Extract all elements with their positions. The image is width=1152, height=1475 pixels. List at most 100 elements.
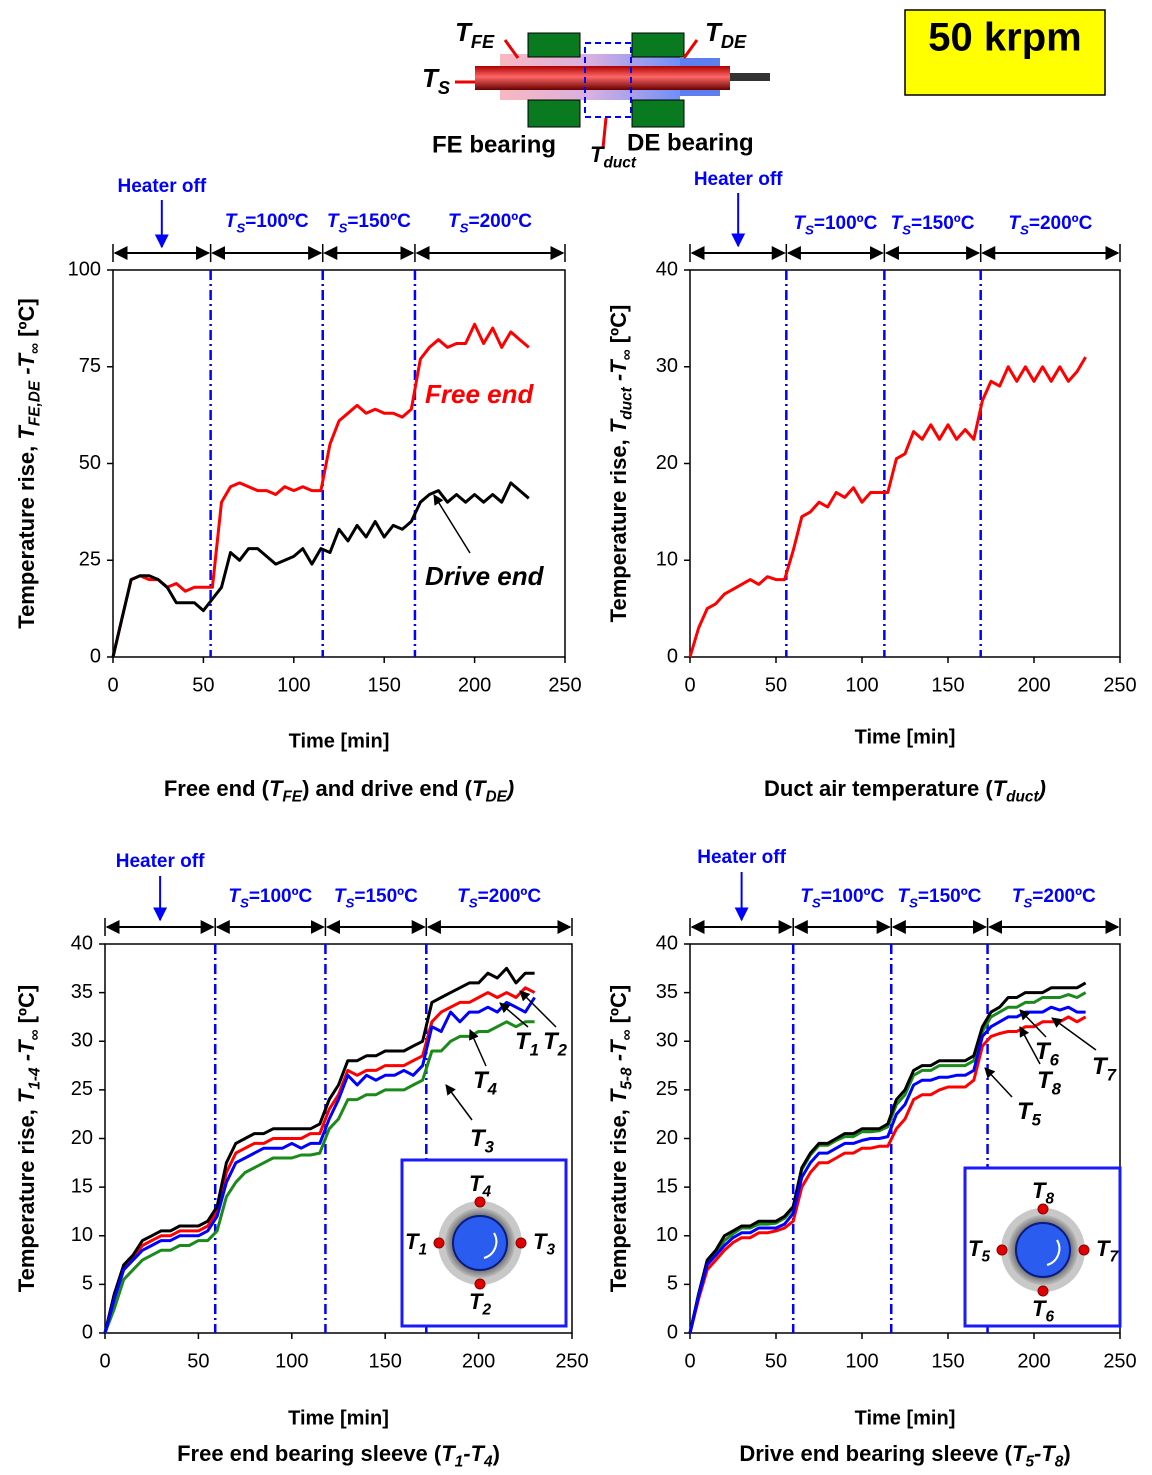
- text-part: T: [473, 1067, 490, 1094]
- text-part: T: [472, 776, 487, 801]
- y-tick-label: 10: [71, 1224, 93, 1246]
- text-part: 3: [485, 1138, 495, 1157]
- text-part: T: [1037, 1067, 1054, 1094]
- text-part: duct: [619, 386, 636, 419]
- text-part: T: [1035, 1038, 1052, 1065]
- series-label: T3: [470, 1125, 495, 1156]
- x-tick-label: 200: [1017, 674, 1050, 696]
- phase-label: TS=200ºC: [1008, 213, 1092, 237]
- y-tick-label: 35: [71, 981, 93, 1003]
- text-part: 2: [481, 1302, 491, 1319]
- text-part: T: [471, 1441, 486, 1466]
- y-tick-label: 0: [90, 645, 101, 667]
- label-t-fe: TFE: [455, 17, 495, 52]
- y-tick-label: 10: [656, 549, 678, 571]
- phase-label: TS=150ºC: [891, 213, 975, 237]
- label-arrow: [1019, 1009, 1047, 1038]
- label-arrow: [433, 494, 471, 554]
- text-part: FE,DE: [27, 380, 44, 426]
- text-part: 6: [1050, 1051, 1060, 1070]
- x-tick-label: 200: [458, 674, 491, 696]
- x-tick-label: 200: [462, 1350, 495, 1372]
- speed-box: [904, 9, 1106, 96]
- text-part: T: [422, 63, 440, 93]
- text-part: S: [812, 895, 821, 910]
- y-tick-label: 25: [79, 549, 101, 571]
- phase-label: TS=150ºC: [334, 886, 418, 910]
- y-axis-label: Temperature rise, TFE,DE -T∞ [ºC]: [14, 298, 44, 628]
- text-part: T: [457, 886, 470, 907]
- text-part: duct: [1006, 789, 1039, 806]
- y-axis-label: Temperature rise, T5-8 -T∞ [ºC]: [606, 985, 636, 1292]
- series-label: T1: [515, 1028, 539, 1059]
- x-tick-label: 150: [931, 674, 964, 696]
- text-part: ) and drive end (: [302, 776, 473, 801]
- text-part: T: [327, 211, 340, 232]
- text-part: Free end bearing sleeve (: [177, 1441, 442, 1466]
- phase-label: TS=200ºC: [1012, 886, 1096, 910]
- text-part: Temperature rise,: [14, 1103, 39, 1292]
- text-part: T: [441, 1441, 456, 1466]
- text-part: 5: [1032, 1111, 1042, 1130]
- chart-title: Drive end bearing sleeve (T5-T8): [739, 1441, 1070, 1471]
- text-part: ): [493, 1441, 500, 1466]
- text-part: Temperature rise,: [606, 433, 631, 622]
- sensor-label: T3: [533, 1229, 555, 1259]
- text-part: S: [1023, 895, 1032, 910]
- phase-label: TS=150ºC: [327, 211, 411, 235]
- text-part: T: [543, 1028, 560, 1055]
- text-part: T: [1008, 213, 1021, 234]
- text-part: 7: [1107, 1066, 1117, 1085]
- sensor-dot: [1078, 1244, 1090, 1256]
- text-part: T: [14, 1088, 39, 1103]
- y-axis-label: Temperature rise, T1-4 -T∞ [ºC]: [14, 985, 44, 1292]
- heater-off-label: Heater off: [117, 176, 206, 197]
- series-line: [111, 481, 530, 658]
- series-line: [688, 991, 1087, 1334]
- text-part: T: [225, 211, 238, 232]
- speed-label: 50 krpm: [928, 16, 1081, 60]
- phase-label: TS=100ºC: [793, 213, 877, 237]
- text-part: [ºC]: [606, 985, 631, 1030]
- chart-title: Duct air temperature (Tduct): [764, 776, 1046, 806]
- y-tick-label: 75: [79, 355, 101, 377]
- text-part: =100ºC: [814, 213, 878, 234]
- text-part: ∞: [619, 349, 636, 360]
- text-part: T: [1012, 886, 1025, 907]
- text-part: T: [515, 1028, 532, 1055]
- text-part: S: [1020, 222, 1029, 237]
- text-part: S: [338, 220, 347, 235]
- x-tick-label: 0: [99, 1350, 110, 1372]
- text-part: =200ºC: [468, 211, 532, 232]
- y-tick-label: 5: [667, 1273, 678, 1295]
- inset-journal: [452, 1215, 508, 1271]
- text-part: S: [345, 895, 354, 910]
- sensor-dot: [1037, 1285, 1049, 1297]
- text-part: T: [334, 886, 347, 907]
- text-part: T: [793, 213, 806, 234]
- y-tick-label: 0: [667, 1321, 678, 1343]
- x-axis-label: Time [min]: [855, 726, 956, 748]
- text-part: 4: [487, 1080, 498, 1099]
- text-part: T: [800, 886, 813, 907]
- text-part: S: [902, 222, 911, 237]
- text-part: 5-8: [619, 1067, 636, 1090]
- text-part: T: [606, 1088, 631, 1103]
- sensor-label: T1: [405, 1229, 427, 1259]
- label-fe-bearing: FE bearing: [432, 131, 556, 158]
- plot-area: [112, 269, 566, 658]
- text-part: T: [993, 776, 1008, 801]
- text-part: 3: [546, 1242, 555, 1259]
- text-part: -: [463, 1441, 470, 1466]
- label-t-de: TDE: [705, 17, 747, 52]
- phase-label: TS=200ºC: [457, 886, 541, 910]
- phase-label: TS=100ºC: [800, 886, 884, 910]
- text-part: Temperature rise,: [606, 1103, 631, 1292]
- text-part: T: [1012, 1441, 1027, 1466]
- x-tick-label: 150: [369, 1350, 402, 1372]
- text-part: =100ºC: [245, 211, 309, 232]
- text-part: T: [968, 1236, 983, 1261]
- x-tick-label: 250: [1103, 674, 1136, 696]
- heater-off-label: Heater off: [694, 169, 783, 190]
